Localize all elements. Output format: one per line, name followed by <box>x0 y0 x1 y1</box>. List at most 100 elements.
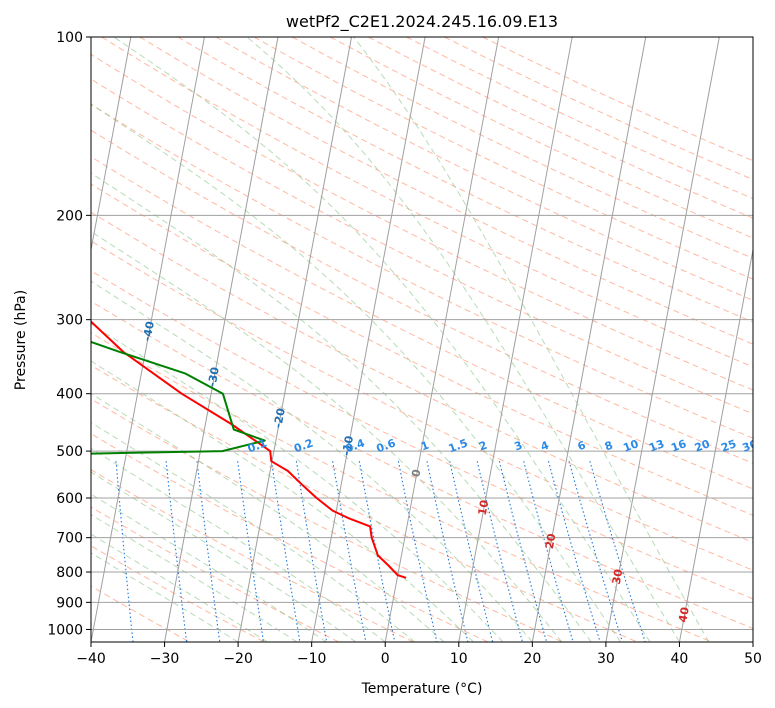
plot-frame <box>90 36 754 643</box>
mixing-ratio-label: 13 <box>647 437 666 454</box>
mixing-ratio-label: 6 <box>576 438 588 453</box>
mixing-ratio-label: 1 <box>419 439 431 454</box>
y-tick-label: 400 <box>56 387 83 403</box>
x-tick-label: −40 <box>76 651 106 667</box>
temperature-profile <box>91 320 407 579</box>
dry-adiabat <box>91 270 753 600</box>
dry-adiabat <box>91 300 753 630</box>
dry-adiabat <box>444 37 753 181</box>
mixing-ratio-label: 4 <box>539 438 551 453</box>
isotherm-label: 30 <box>610 568 626 586</box>
isotherm-label: -30 <box>205 366 221 388</box>
moist-adiabat <box>246 37 680 642</box>
mixing-ratio-line <box>523 461 574 642</box>
isotherm-gridline <box>605 37 720 642</box>
mixing-ratio-label: 0.4 <box>344 436 367 455</box>
mixing-ratio-label: 10 <box>621 437 640 455</box>
dry-adiabat <box>91 398 563 642</box>
x-tick-label: 0 <box>381 651 390 667</box>
x-tick-label: 30 <box>597 651 615 667</box>
mixing-ratio-label: 0.6 <box>375 436 398 455</box>
dewpoint-profile <box>91 340 266 455</box>
mixing-ratio-line <box>426 461 469 642</box>
isotherm-gridline <box>91 37 205 642</box>
mixing-ratio-label: 8 <box>603 439 615 454</box>
mixing-ratio-label: 0.1 <box>246 437 269 456</box>
axes: −40 −30 −20 −10 0 10 20 30 40 5010020030040050060… <box>47 30 762 667</box>
mixing-ratio-label: 30 <box>741 437 760 455</box>
x-tick-label: 10 <box>450 651 468 667</box>
x-axis-label: Temperature (°C) <box>361 681 483 697</box>
isotherm-label: -10 <box>340 434 356 456</box>
moist-adiabat <box>91 280 533 642</box>
mixing-ratio-line <box>449 461 494 642</box>
moist-adiabat <box>91 360 474 642</box>
x-tick-label: −20 <box>223 651 253 667</box>
mixing-ratio-line <box>332 461 367 642</box>
dry-adiabat <box>91 78 753 415</box>
isotherm-label: 20 <box>543 532 559 550</box>
moist-adiabat <box>113 37 651 642</box>
y-tick-label: 1000 <box>47 622 83 638</box>
isotherm-gridline <box>237 37 353 642</box>
y-tick-label: 300 <box>56 313 83 329</box>
y-tick-label: 700 <box>56 531 83 547</box>
mixing-ratio-label: 3 <box>513 439 525 454</box>
mixing-ratio-line <box>476 461 524 642</box>
dry-adiabat <box>91 240 753 571</box>
mixing-ratio-line <box>568 461 624 642</box>
mixing-ratio-line <box>358 461 396 642</box>
mixing-ratio-label: 16 <box>669 437 688 455</box>
x-tick-label: 20 <box>523 651 541 667</box>
mixing-ratio-line <box>237 461 265 642</box>
isotherm-gridline <box>311 37 426 642</box>
mixing-ratio-line <box>547 461 601 642</box>
isotherm-gridline <box>384 37 500 642</box>
mixing-ratio-label: 20 <box>693 437 712 455</box>
isotherm-gridline <box>531 37 647 642</box>
y-tick-label: 600 <box>56 491 83 507</box>
dry-adiabat <box>91 129 753 464</box>
dry-adiabat <box>91 53 753 391</box>
isotherm-gridline <box>164 37 279 642</box>
dry-adiabat <box>406 37 753 200</box>
isotherm-gridline <box>91 37 132 253</box>
dry-adiabat <box>139 37 753 345</box>
x-tick-label: 50 <box>744 651 762 667</box>
y-tick-label: 800 <box>56 565 83 581</box>
mixing-ratio-label: 0.2 <box>292 437 315 456</box>
dry-adiabat <box>253 37 753 280</box>
isotherm-gridline <box>678 246 753 642</box>
y-tick-label: 100 <box>56 30 83 46</box>
isotherm-label: 40 <box>676 606 692 624</box>
dry-adiabat <box>91 103 753 439</box>
mixing-ratio-line <box>397 461 438 642</box>
isotherm-label: -40 <box>141 320 157 342</box>
y-tick-label: 900 <box>56 595 83 611</box>
y-axis-label: Pressure (hPa) <box>13 290 29 390</box>
mixing-ratio-line <box>498 461 548 642</box>
mixing-ratio-label: 1.5 <box>447 437 470 456</box>
dry-adiabat <box>91 469 414 642</box>
mixing-ratio-line <box>271 461 301 642</box>
dry-adiabat <box>330 37 753 239</box>
moist-adiabat <box>91 471 357 642</box>
isotherm-label: 0 <box>409 468 423 478</box>
isotherm-gridline <box>458 37 573 642</box>
dry-adiabat <box>215 37 753 301</box>
moist-adiabat <box>353 37 710 642</box>
dry-adiabat <box>91 506 340 642</box>
moist-adiabat <box>91 513 298 642</box>
dry-adiabat <box>101 37 753 368</box>
y-tick-label: 200 <box>56 208 83 224</box>
moist-adiabat <box>91 392 445 642</box>
plot-area: -100-90-80-70-60-50-40-30-20-10010203040… <box>91 37 760 642</box>
x-tick-label: 40 <box>671 651 689 667</box>
dry-adiabat <box>91 364 638 642</box>
isotherm-label: 10 <box>476 499 492 517</box>
moist-adiabat <box>91 323 504 642</box>
y-tick-label: 500 <box>56 444 83 460</box>
isotherm-label: -20 <box>271 407 287 429</box>
